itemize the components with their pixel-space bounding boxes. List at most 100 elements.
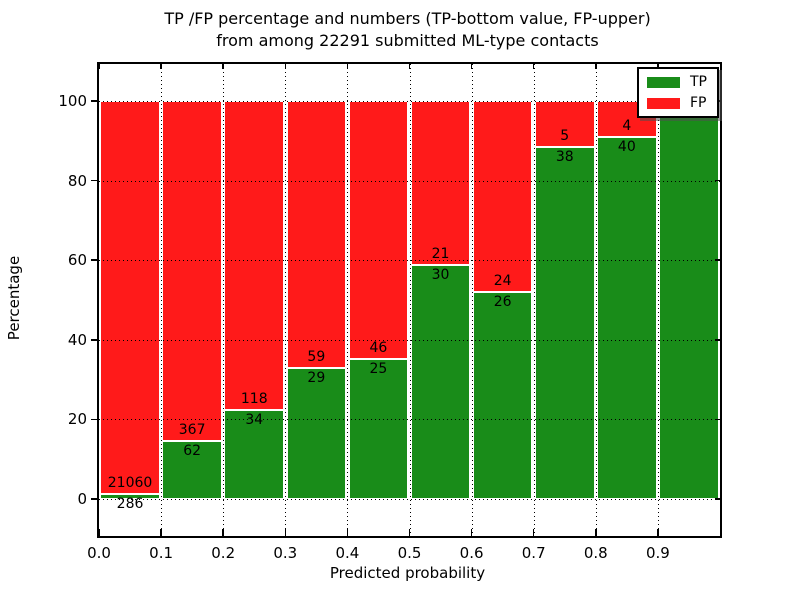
x-tick-mark bbox=[470, 529, 473, 536]
bar-tp-count-label: 34 bbox=[245, 411, 264, 428]
bar-tp-count-label: 38 bbox=[555, 149, 574, 166]
y-tick-label: 20 bbox=[67, 410, 87, 429]
bar-tp-segment bbox=[224, 409, 285, 499]
bar-fp-segment bbox=[410, 101, 471, 265]
y-tick-mark bbox=[91, 100, 97, 102]
x-tick-label: 0.1 bbox=[149, 544, 174, 562]
bar-fp-count-label: 59 bbox=[307, 348, 326, 365]
y-tick-mark-right bbox=[715, 418, 720, 421]
x-tick-label: 0.9 bbox=[645, 544, 670, 562]
plot-area: TP FP 0.0 0.1 0.2 0.3 0.4 0.5 0.6 0.7 0.8 0.9 21060… bbox=[58, 62, 722, 562]
bar-tp-count-label: 286 bbox=[116, 495, 144, 512]
bar-fp-segment bbox=[162, 101, 222, 442]
x-tick-mark-top bbox=[222, 64, 224, 69]
bar-tp-count-label: 40 bbox=[617, 139, 636, 156]
gridline-vertical bbox=[533, 64, 535, 536]
bar-tp-segment bbox=[659, 101, 719, 499]
legend-label: FP bbox=[690, 95, 707, 111]
bar-fp-count-label: 46 bbox=[369, 339, 388, 356]
gridline-vertical bbox=[347, 64, 349, 536]
x-tick-label: 0.2 bbox=[211, 544, 236, 562]
y-tick-mark bbox=[91, 418, 97, 421]
bar-tp-segment bbox=[100, 493, 160, 499]
bar-fp-count-label: 5 bbox=[560, 128, 570, 145]
chart-title-line1: TP /FP percentage and numbers (TP-bottom… bbox=[164, 9, 651, 28]
x-tick-label: 0.4 bbox=[335, 544, 360, 562]
bar-fp-count-label: 367 bbox=[178, 422, 206, 439]
bar-tp-segment bbox=[162, 441, 222, 499]
y-tick-mark bbox=[91, 259, 97, 261]
bar-tp-count-label: 26 bbox=[493, 294, 512, 311]
bar-tp-count-label: 29 bbox=[307, 369, 326, 386]
y-tick-label: 100 bbox=[58, 92, 87, 110]
bar-fp-count-label: 118 bbox=[240, 390, 268, 407]
gridline-horizontal bbox=[99, 180, 720, 182]
y-tick-mark-right bbox=[715, 179, 720, 182]
legend-entry: TP bbox=[647, 75, 707, 89]
bar-fp-segment bbox=[348, 101, 409, 359]
x-tick-label: 0.7 bbox=[521, 544, 546, 562]
gridline-vertical bbox=[595, 64, 597, 536]
y-tick-mark bbox=[91, 498, 97, 500]
bar-tp-count-label: 30 bbox=[431, 266, 450, 283]
legend-swatch-icon bbox=[647, 97, 680, 109]
gridline-horizontal bbox=[99, 339, 720, 341]
gridline-horizontal bbox=[99, 498, 720, 500]
bar-tp-segment bbox=[286, 367, 347, 499]
gridline-horizontal bbox=[99, 101, 720, 102]
gridline-horizontal bbox=[99, 260, 720, 262]
legend-label: TP bbox=[690, 74, 707, 90]
x-tick-label: 0.5 bbox=[397, 544, 422, 562]
x-tick-label: 0.6 bbox=[459, 544, 484, 562]
y-tick-mark-right bbox=[715, 259, 720, 261]
bar-fp-count-label: 21 bbox=[431, 245, 450, 262]
x-tick-label: 0.3 bbox=[273, 544, 298, 562]
x-tick-label: 0.0 bbox=[87, 544, 111, 562]
x-tick-mark-top bbox=[160, 64, 162, 69]
y-tick-label: 0 bbox=[77, 489, 87, 508]
x-tick-mark bbox=[222, 529, 224, 536]
bar-tp-segment bbox=[472, 292, 533, 499]
x-tick-mark bbox=[346, 529, 349, 536]
x-tick-mark bbox=[595, 529, 597, 536]
bar-tp-segment bbox=[410, 264, 471, 499]
gridline-vertical bbox=[657, 64, 659, 536]
x-tick-mark bbox=[657, 529, 659, 536]
x-axis-label: Predicted probability bbox=[329, 564, 486, 582]
y-tick-mark-right bbox=[715, 339, 720, 341]
bar-fp-segment bbox=[534, 101, 595, 148]
bar-fp-count-label: 24 bbox=[493, 273, 512, 290]
x-tick-mark-top bbox=[470, 64, 473, 69]
x-tick-mark bbox=[160, 529, 162, 536]
x-tick-mark-top bbox=[98, 64, 100, 69]
gridline-vertical bbox=[223, 64, 225, 536]
y-tick-mark bbox=[91, 339, 97, 341]
legend-entry: FP bbox=[647, 96, 707, 110]
x-tick-mark-top bbox=[657, 64, 659, 69]
bar-fp-count-label: 21060 bbox=[107, 474, 153, 491]
x-tick-label: 0.8 bbox=[583, 544, 608, 562]
bar-fp-segment bbox=[472, 101, 533, 293]
bar-tp-segment bbox=[348, 358, 409, 499]
y-tick-label: 80 bbox=[67, 171, 87, 190]
bar-tp-segment bbox=[534, 147, 595, 499]
y-tick-label: 40 bbox=[67, 330, 87, 349]
legend: TP FP bbox=[637, 67, 719, 118]
gridline-vertical bbox=[471, 64, 473, 536]
x-tick-mark bbox=[408, 529, 411, 536]
y-tick-label: 60 bbox=[67, 251, 87, 270]
bar-tp-count-label: 62 bbox=[183, 443, 202, 460]
gridline-vertical bbox=[285, 64, 287, 536]
x-tick-mark-top bbox=[595, 64, 597, 69]
y-tick-mark bbox=[91, 179, 97, 182]
bar-fp-segment bbox=[224, 101, 285, 410]
gridline-horizontal bbox=[99, 419, 720, 421]
gridline-vertical bbox=[409, 64, 411, 536]
chart-title-line2: from among 22291 submitted ML-type conta… bbox=[216, 31, 599, 50]
x-tick-mark-top bbox=[346, 64, 349, 69]
y-axis-label: Percentage bbox=[5, 255, 23, 341]
y-tick-mark-right bbox=[715, 498, 720, 500]
bar-tp-count-label: 25 bbox=[369, 360, 388, 377]
x-tick-mark-top bbox=[408, 64, 411, 69]
